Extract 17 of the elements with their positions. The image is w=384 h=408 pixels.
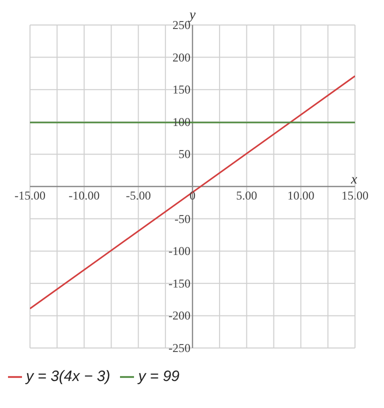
x-tick-label: 10.00 [287,188,314,202]
y-tick-label: 200 [172,50,190,64]
y-tick-label: -200 [168,308,190,323]
x-tick-label: 5.00 [236,188,258,202]
x-tick-label: -5.00 [126,188,151,202]
y-tick-label: -100 [168,244,190,258]
x-tick-label: 15.00 [342,188,368,202]
x-tick-label: -10.00 [68,188,100,202]
y-tick-label: 150 [172,82,190,97]
y-tick-label: -150 [168,276,190,290]
y-tick-label: -50 [174,212,190,226]
legend-label: y = 99 [138,368,180,385]
x-axis-title: x [350,172,358,188]
y-tick-label: -250 [168,341,190,355]
y-tick-label: 50 [178,147,190,162]
legend-label: y = 3(4x − 3) [26,368,110,385]
x-tick-label: -15.00 [14,188,46,202]
